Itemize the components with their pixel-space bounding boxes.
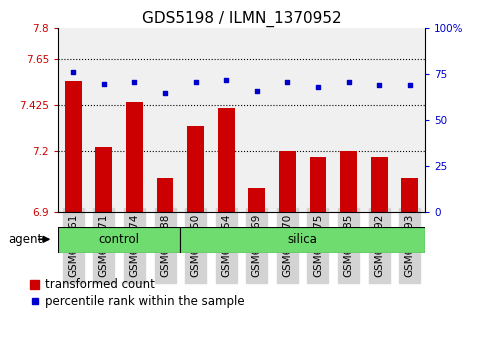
Bar [180, 227, 425, 253]
Bar [156, 178, 173, 212]
Point [284, 79, 291, 85]
Bar [218, 108, 235, 212]
Point [161, 90, 169, 96]
Bar [248, 188, 265, 212]
Legend: transformed count, percentile rank within the sample: transformed count, percentile rank withi… [30, 279, 245, 308]
Bar [340, 151, 357, 212]
Point [406, 82, 413, 88]
Point [192, 79, 199, 85]
Text: control: control [99, 233, 140, 246]
Point [70, 70, 77, 75]
Title: GDS5198 / ILMN_1370952: GDS5198 / ILMN_1370952 [142, 11, 341, 27]
Bar [96, 147, 112, 212]
Text: silica: silica [288, 233, 318, 246]
Text: agent: agent [9, 233, 43, 246]
Bar [401, 178, 418, 212]
Bar [58, 227, 180, 253]
Bar [310, 157, 327, 212]
Point [375, 82, 383, 88]
Point [253, 88, 261, 94]
Point [345, 79, 353, 85]
Bar [279, 151, 296, 212]
Point [314, 84, 322, 90]
Bar [187, 126, 204, 212]
Point [222, 77, 230, 83]
Bar [126, 102, 143, 212]
Point [100, 81, 108, 86]
Bar [371, 157, 387, 212]
Point [130, 79, 138, 85]
Bar [65, 81, 82, 212]
